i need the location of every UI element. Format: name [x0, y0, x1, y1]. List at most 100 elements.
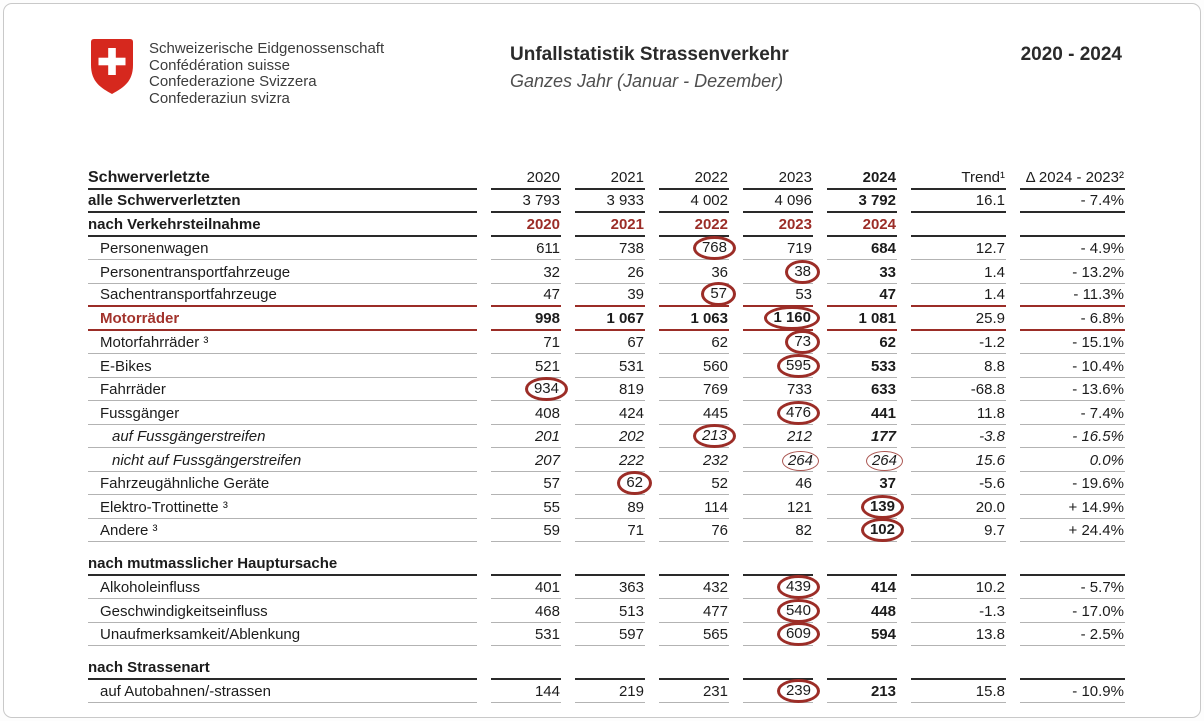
cell-2023: 609	[743, 622, 820, 646]
cell-2020: 611	[491, 240, 561, 260]
row-label: Personenwagen	[88, 240, 477, 260]
row-label: E-Bikes	[88, 358, 477, 378]
cell-2020: 521	[491, 358, 561, 378]
row-label: Personentransportfahrzeuge	[88, 264, 477, 284]
cell-2023: 439	[743, 575, 820, 599]
cell-2023: 595	[743, 353, 820, 378]
cell-2024	[827, 572, 897, 576]
cell-2022: 769	[659, 381, 729, 401]
cell-2022: 62	[659, 334, 729, 354]
federal-line-fr: Confédération suisse	[149, 56, 290, 74]
federal-logo: Schweizerische Eidgenossenschaft Confédé…	[90, 38, 384, 107]
cell-2021: 71	[575, 522, 645, 542]
row-label: Schwerverletzte	[88, 169, 477, 190]
cell-2020: 3 793	[491, 192, 561, 213]
cell-trend	[911, 572, 1006, 576]
cell-2022: 2022	[659, 216, 729, 237]
cell-2022: 52	[659, 475, 729, 495]
cell-2020: 934	[491, 377, 568, 401]
cell-2023: 73	[743, 330, 820, 354]
cell-trend: -68.8	[911, 381, 1006, 401]
cell-delta: - 10.4%	[1020, 358, 1125, 378]
cell-2024: 264	[827, 450, 903, 472]
swiss-shield-icon	[91, 39, 133, 94]
cell-2023: 38	[743, 259, 820, 284]
cell-2023: 2023	[743, 216, 813, 237]
cell-2024: 3 792	[827, 192, 897, 213]
table-row: Fahrräder 934 819 769 733 633 -68.8 - 13…	[88, 377, 1125, 401]
cell-trend: 8.8	[911, 358, 1006, 378]
cell-2021: 424	[575, 405, 645, 425]
cell-delta: - 5.7%	[1020, 579, 1125, 599]
cell-2020: 32	[491, 264, 561, 284]
row-label: Fussgänger	[88, 405, 477, 425]
row-label: auf Autobahnen/-strassen	[88, 683, 477, 703]
cell-2020: 201	[491, 428, 561, 448]
cell-trend: 1.4	[911, 264, 1006, 284]
cell-2023: 212	[743, 428, 813, 448]
cell-delta: - 7.4%	[1020, 405, 1125, 425]
cell-delta	[1020, 676, 1125, 680]
cell-2024: 213	[827, 683, 897, 703]
federal-line-it: Confederazione Svizzera	[149, 73, 317, 90]
cell-2020	[491, 676, 561, 680]
cell-2020: 47	[491, 286, 561, 307]
table-row: Elektro-Trottinette ³ 55 89 114 121 139 …	[88, 494, 1125, 519]
cell-trend: 16.1	[911, 192, 1006, 213]
cell-delta	[1020, 233, 1125, 237]
cell-2021: 738	[575, 240, 645, 260]
section-spacer	[88, 542, 1125, 552]
page-subtitle: Ganzes Jahr (Januar - Dezember)	[510, 71, 784, 91]
cell-2024: 2024	[827, 169, 897, 190]
cell-2021: 3 933	[575, 192, 645, 213]
cell-2023: 733	[743, 381, 813, 401]
cell-2021: 819	[575, 381, 645, 401]
cell-2022: 768	[659, 236, 736, 260]
cell-2021: 62	[575, 471, 652, 495]
federal-line-rm: Confederaziun svizra	[149, 89, 290, 107]
table-row: Sachentransportfahrzeuge 47 39 57 53 47 …	[88, 282, 1125, 307]
cell-2022: 114	[659, 499, 729, 519]
cell-delta: - 13.6%	[1020, 381, 1125, 401]
cell-2022: 36	[659, 264, 729, 284]
cell-2020	[491, 572, 561, 576]
row-label: nicht auf Fussgängerstreifen	[88, 452, 477, 472]
cell-delta: Δ 2024 - 2023²	[1020, 169, 1125, 190]
table-row: nicht auf Fussgängerstreifen 207 222 232…	[88, 448, 1125, 472]
table-row: Motorfahrräder ³ 71 67 62 73 62 -1.2 - 1…	[88, 330, 1125, 354]
cell-2021: 89	[575, 499, 645, 519]
row-label: auf Fussgängerstreifen	[88, 428, 477, 448]
cell-2021: 39	[575, 286, 645, 307]
cell-2023: 719	[743, 240, 813, 260]
row-label: Elektro-Trottinette ³	[88, 499, 477, 519]
cell-2023: 2023	[743, 169, 813, 190]
cell-2024: 441	[827, 405, 897, 425]
cell-trend	[911, 233, 1006, 237]
cell-delta: - 13.2%	[1020, 264, 1125, 284]
cell-2022: 213	[659, 424, 736, 448]
row-label: Alkoholeinfluss	[88, 579, 477, 599]
cell-trend: 15.8	[911, 683, 1006, 703]
cell-2021: 202	[575, 428, 645, 448]
cell-2022: 232	[659, 452, 729, 472]
cell-2024: 33	[827, 264, 897, 284]
cell-trend: 12.7	[911, 240, 1006, 260]
cell-delta: - 2.5%	[1020, 626, 1125, 646]
cell-2021: 597	[575, 626, 645, 646]
cell-trend: 20.0	[911, 499, 1006, 519]
cell-2021	[575, 676, 645, 680]
table-row: Motorräder 998 1 067 1 063 1 160 1 081 2…	[88, 305, 1125, 331]
cell-2022: 445	[659, 405, 729, 425]
cell-delta: - 11.3%	[1020, 286, 1125, 307]
cell-2023: 239	[743, 679, 820, 703]
cell-2024: 1 081	[827, 310, 897, 331]
cell-trend: -1.3	[911, 603, 1006, 623]
row-label: Fahrzeugähnliche Geräte	[88, 475, 477, 495]
cell-2021: 219	[575, 683, 645, 703]
cell-2024: 139	[827, 494, 904, 519]
row-label: Motorfahrräder ³	[88, 334, 477, 354]
cell-trend: -5.6	[911, 475, 1006, 495]
cell-2024: 2024	[827, 216, 897, 237]
cell-trend: 10.2	[911, 579, 1006, 599]
section-spacer	[88, 646, 1125, 656]
